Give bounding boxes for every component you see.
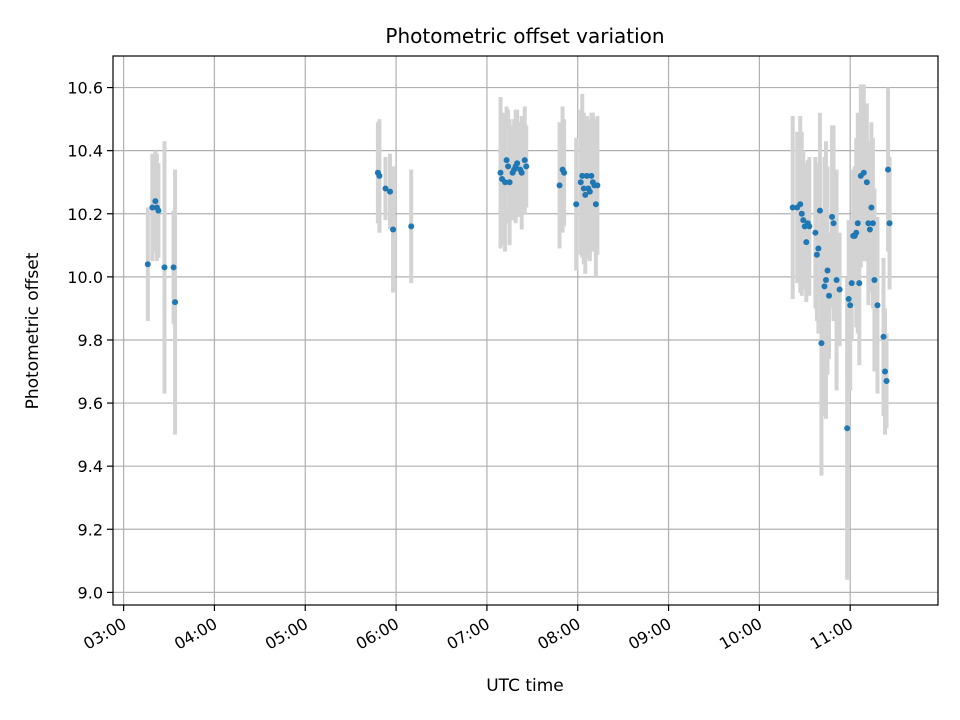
y-tick-label: 9.8 xyxy=(78,331,103,350)
data-point xyxy=(588,172,595,179)
data-points xyxy=(144,157,893,432)
data-point xyxy=(863,179,870,186)
data-point xyxy=(853,229,860,236)
data-point xyxy=(803,239,810,246)
data-point xyxy=(829,213,836,220)
data-point xyxy=(592,201,599,208)
data-point xyxy=(865,220,872,227)
data-point xyxy=(871,277,878,284)
data-point xyxy=(845,295,852,302)
data-point xyxy=(844,425,851,432)
data-point xyxy=(152,198,159,205)
data-point xyxy=(798,210,805,217)
data-point xyxy=(382,185,389,192)
data-point xyxy=(826,292,833,299)
data-point xyxy=(824,267,831,274)
data-point xyxy=(573,201,580,208)
data-point xyxy=(815,245,822,252)
y-tick-label: 9.0 xyxy=(78,583,103,602)
data-point xyxy=(408,223,415,230)
data-point xyxy=(818,340,825,347)
y-tick-label: 10.0 xyxy=(67,268,103,287)
data-point xyxy=(860,169,867,176)
data-point xyxy=(502,179,509,186)
data-point xyxy=(556,182,563,189)
data-point xyxy=(813,251,820,258)
data-point xyxy=(583,172,590,179)
data-point xyxy=(797,201,804,208)
data-point xyxy=(874,302,881,309)
data-point xyxy=(586,188,593,195)
data-point xyxy=(866,226,873,233)
data-point xyxy=(854,220,861,227)
y-tick-label: 9.2 xyxy=(78,520,103,539)
data-point xyxy=(816,207,823,214)
x-axis-label: UTC time xyxy=(486,676,564,696)
data-point xyxy=(886,220,893,227)
chart-title: Photometric offset variation xyxy=(385,24,664,48)
data-point xyxy=(883,377,890,384)
y-tick-label: 9.6 xyxy=(78,394,103,413)
y-axis: 9.0 9.2 9.4 9.6 9.8 10.0 10.2 10.4 10.6 xyxy=(67,79,113,602)
y-tick-label: 9.4 xyxy=(78,457,103,476)
data-point xyxy=(812,229,819,236)
y-tick-label: 10.2 xyxy=(67,205,103,224)
data-point xyxy=(800,217,807,224)
data-point xyxy=(144,261,151,268)
data-point xyxy=(822,277,829,284)
data-point xyxy=(806,223,813,230)
data-point xyxy=(155,207,162,214)
y-axis-label: Photometric offset xyxy=(23,252,43,409)
data-point xyxy=(856,280,863,287)
plot-frame xyxy=(112,55,939,606)
data-point xyxy=(579,172,586,179)
data-point xyxy=(847,302,854,309)
data-point xyxy=(518,169,525,176)
data-point xyxy=(594,182,601,189)
data-point xyxy=(869,220,876,227)
data-point xyxy=(582,191,589,198)
data-point xyxy=(821,283,828,290)
data-point xyxy=(149,204,156,211)
data-point xyxy=(561,169,568,176)
data-point xyxy=(521,157,528,164)
data-point xyxy=(514,160,521,167)
y-tick-label: 10.6 xyxy=(67,79,103,98)
data-point xyxy=(505,163,512,170)
data-point xyxy=(868,204,875,211)
data-point xyxy=(387,188,394,195)
data-point xyxy=(833,277,840,284)
data-point xyxy=(580,185,587,192)
data-point xyxy=(848,280,855,287)
data-point xyxy=(161,264,168,271)
data-point xyxy=(523,163,530,170)
data-point xyxy=(497,169,504,176)
data-point xyxy=(880,333,887,340)
data-point xyxy=(882,368,889,375)
data-point xyxy=(506,179,513,186)
data-point xyxy=(789,204,796,211)
data-point xyxy=(503,157,510,164)
data-point xyxy=(376,172,383,179)
data-point xyxy=(885,166,892,173)
data-point xyxy=(830,220,837,227)
y-tick-label: 10.4 xyxy=(67,142,103,161)
data-point xyxy=(836,286,843,293)
data-point xyxy=(170,264,177,271)
data-point xyxy=(577,179,584,186)
data-point xyxy=(172,299,179,306)
data-point xyxy=(390,226,397,233)
